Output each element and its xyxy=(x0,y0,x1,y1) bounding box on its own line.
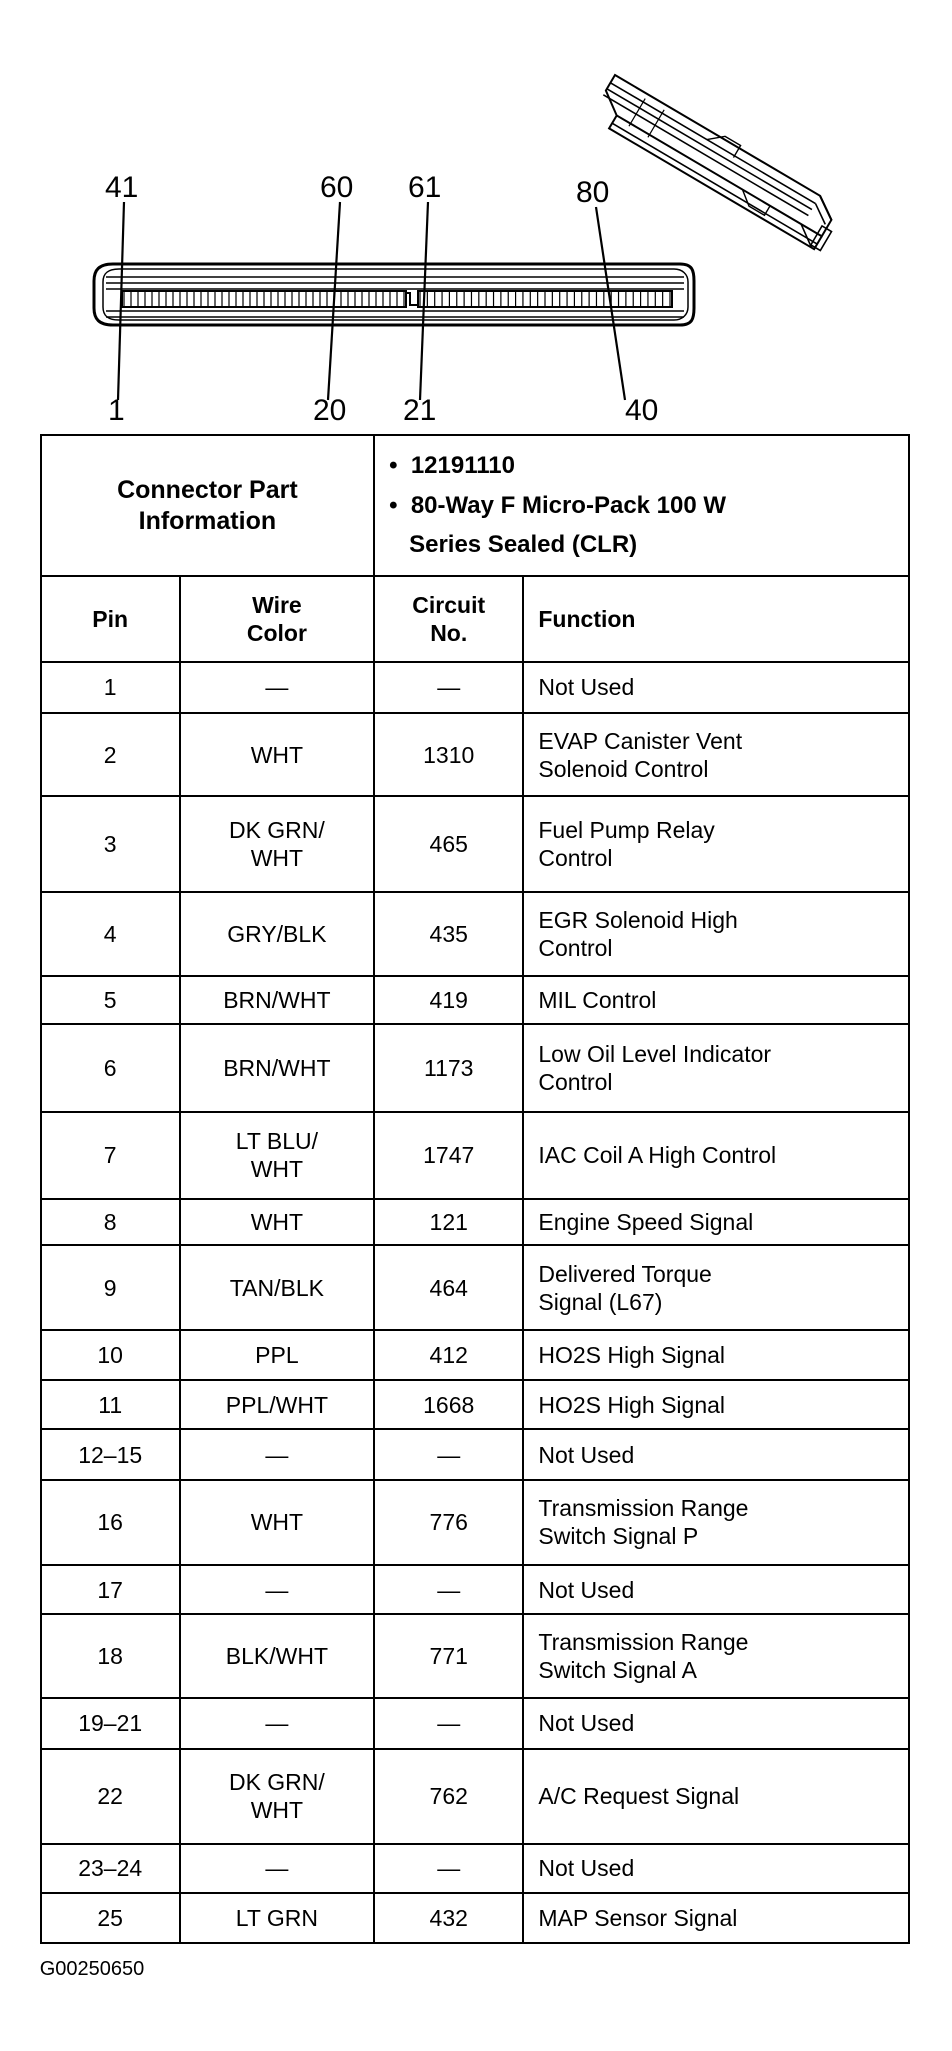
svg-text:40: 40 xyxy=(625,394,658,427)
svg-text:20: 20 xyxy=(313,394,346,427)
svg-text:60: 60 xyxy=(320,171,353,204)
svg-text:80: 80 xyxy=(576,176,609,209)
svg-text:21: 21 xyxy=(403,394,436,427)
svg-text:61: 61 xyxy=(408,171,441,204)
svg-text:1: 1 xyxy=(108,394,125,427)
svg-text:41: 41 xyxy=(105,171,138,204)
